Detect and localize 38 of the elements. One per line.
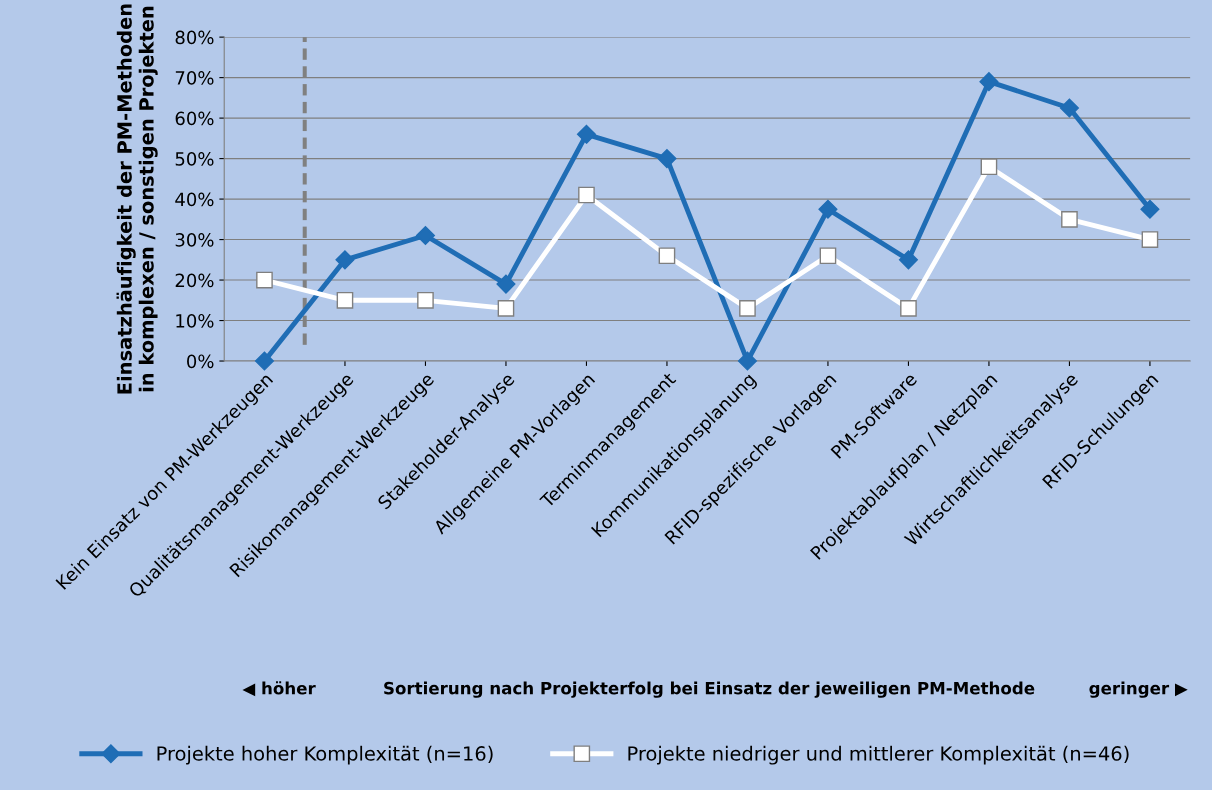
y-tick-label: 60%: [175, 111, 214, 126]
point: [578, 186, 595, 204]
point: [739, 300, 756, 317]
y-tick-label: 70%: [175, 71, 214, 85]
point: [979, 72, 999, 92]
point: [657, 149, 677, 169]
point: [1140, 199, 1160, 219]
point: [737, 351, 757, 371]
point: [496, 274, 516, 294]
point: [497, 300, 515, 317]
y-tick-label: 20%: [175, 273, 214, 288]
text: ◀ höher: [242, 681, 316, 697]
point: [336, 291, 354, 309]
point: [980, 158, 998, 176]
y-tick-label: 0%: [187, 354, 214, 369]
point: [1141, 231, 1159, 248]
point: [576, 124, 596, 144]
point: [417, 291, 434, 309]
point: [658, 247, 676, 265]
point: [415, 225, 435, 246]
point: [254, 351, 275, 371]
point: [256, 271, 273, 289]
point: [1061, 210, 1078, 228]
text: Sortierung nach Projekterfolg bei Einsatz der jeweiligen PM-Methode: [384, 681, 1035, 698]
point: [1059, 98, 1079, 118]
y-tick-label: 80%: [175, 30, 214, 45]
y-tick-label: 50%: [175, 152, 214, 166]
y-tick-label: 30%: [175, 233, 214, 247]
legend-label: Projekte hoher Komplexität (n=16): [157, 745, 493, 765]
point: [900, 300, 917, 317]
legend-label: Projekte niedriger und mittlerer Komplexität (n=46): [628, 745, 1129, 765]
point: [335, 250, 355, 270]
point: [898, 250, 918, 270]
y-tick-label: 40%: [175, 192, 214, 207]
point: [819, 247, 837, 265]
y-tick-label: 10%: [176, 314, 214, 328]
point: [818, 199, 838, 219]
text: geringer ▶: [1089, 681, 1188, 698]
